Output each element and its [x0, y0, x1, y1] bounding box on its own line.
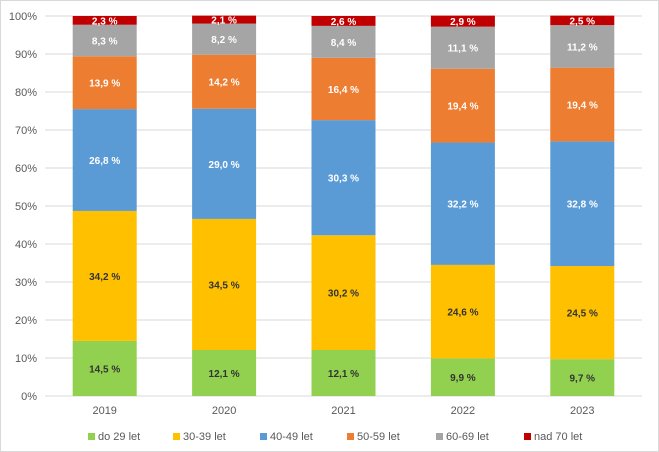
- bar-segment: [72, 56, 137, 110]
- bar-segment: [430, 26, 495, 69]
- legend-swatch: [88, 433, 95, 440]
- y-tick-label: 0%: [21, 391, 37, 403]
- data-label: 2,5 %: [570, 16, 596, 27]
- legend-swatch: [173, 433, 180, 440]
- legend-swatch: [524, 433, 531, 440]
- x-tick-label: 2022: [451, 405, 475, 417]
- bar-segment: [311, 120, 376, 236]
- x-tick-label: 2019: [92, 405, 116, 417]
- bar-segment: [311, 16, 376, 26]
- bar-segment: [311, 57, 376, 121]
- data-label: 19,4 %: [447, 102, 478, 113]
- data-label: 29,0 %: [209, 160, 240, 171]
- data-label: 30,2 %: [328, 289, 359, 300]
- bar-segment: [192, 23, 257, 55]
- y-tick-label: 10%: [15, 353, 37, 365]
- data-label: 2,3 %: [92, 16, 118, 27]
- y-tick-label: 90%: [15, 49, 37, 61]
- data-label: 9,9 %: [450, 373, 476, 384]
- data-label: 30,3 %: [328, 174, 359, 185]
- data-label: 11,1 %: [448, 44, 479, 55]
- bar-segment: [192, 350, 257, 396]
- data-label: 8,2 %: [211, 35, 237, 46]
- bar-segment: [192, 15, 257, 24]
- bar-segment: [550, 15, 615, 26]
- bar-segment: [550, 67, 615, 142]
- x-tick-label: 2021: [331, 405, 355, 417]
- data-label: 12,1 %: [328, 369, 359, 380]
- data-label: 24,5 %: [567, 309, 598, 320]
- data-label: 32,2 %: [447, 200, 478, 211]
- data-label: 12,1 %: [209, 369, 240, 380]
- y-tick-label: 20%: [15, 315, 37, 327]
- bar-segment: [72, 210, 137, 341]
- y-tick-label: 40%: [15, 239, 37, 251]
- bar-segment: [550, 141, 615, 267]
- bar-segment: [311, 25, 376, 58]
- bar-segment: [430, 142, 495, 265]
- data-label: 13,9 %: [89, 79, 120, 90]
- bar-segment: [72, 24, 137, 57]
- y-tick-label: 60%: [15, 163, 37, 175]
- bar-segment: [430, 264, 495, 359]
- legend-label: 40-49 let: [270, 431, 313, 443]
- data-label: 8,4 %: [331, 38, 357, 49]
- bar-segment: [550, 25, 615, 68]
- data-label: 32,8 %: [567, 200, 598, 211]
- data-label: 19,4 %: [567, 101, 598, 112]
- data-label: 34,5 %: [209, 280, 240, 291]
- y-tick-label: 70%: [15, 125, 37, 137]
- data-label: 9,7 %: [570, 374, 596, 385]
- legend-label: do 29 let: [98, 431, 140, 443]
- legend-swatch: [260, 433, 267, 440]
- data-label: 26,8 %: [89, 156, 120, 167]
- bar-segment: [430, 358, 495, 396]
- data-label: 2,9 %: [450, 17, 476, 28]
- legend-label: nad 70 let: [534, 431, 582, 443]
- bar-segment: [72, 109, 137, 211]
- bar-segment: [550, 359, 615, 396]
- y-tick-label: 100%: [9, 11, 37, 23]
- bar-segment: [311, 350, 376, 396]
- bar-segment: [192, 54, 257, 109]
- data-label: 16,4 %: [328, 85, 359, 96]
- legend-label: 30-39 let: [183, 431, 226, 443]
- legend-swatch: [347, 433, 354, 440]
- data-label: 2,6 %: [331, 17, 357, 28]
- bar-segment: [430, 68, 495, 143]
- data-label: 8,3 %: [92, 37, 118, 48]
- bar-segment: [192, 108, 257, 219]
- data-label: 24,6 %: [447, 308, 478, 319]
- bar-segment: [72, 340, 137, 396]
- bar-segment: [311, 235, 376, 351]
- data-label: 14,5 %: [89, 364, 120, 375]
- bar-segment: [430, 15, 495, 27]
- data-label: 11,2 %: [567, 42, 598, 53]
- data-label: 14,2 %: [209, 78, 240, 89]
- bar-segment: [550, 266, 615, 360]
- data-label: 34,2 %: [89, 272, 120, 283]
- bar-segment: [192, 218, 257, 351]
- y-tick-label: 50%: [15, 201, 37, 213]
- y-tick-label: 80%: [15, 87, 37, 99]
- legend-label: 50-59 let: [357, 431, 400, 443]
- bar-segment: [72, 16, 137, 25]
- data-label: 2,1 %: [211, 16, 237, 27]
- y-tick-label: 30%: [15, 277, 37, 289]
- legend-label: 60-69 let: [446, 431, 489, 443]
- x-tick-label: 2023: [570, 405, 594, 417]
- x-tick-label: 2020: [212, 405, 236, 417]
- legend-swatch: [436, 433, 443, 440]
